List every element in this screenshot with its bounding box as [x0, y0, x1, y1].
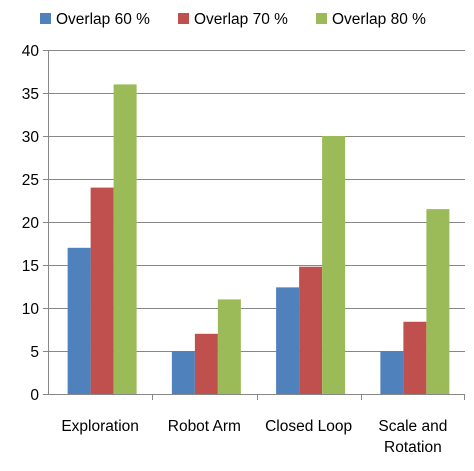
bar: [299, 266, 323, 394]
legend-label: Overlap 60 %: [56, 11, 150, 28]
axes: [48, 50, 465, 400]
bar: [113, 84, 137, 395]
legend-label: Overlap 70 %: [194, 11, 288, 28]
y-tick-label: 15: [22, 258, 39, 275]
x-tick-label: Robot Arm: [168, 418, 241, 435]
legend-swatch: [178, 13, 189, 24]
y-tick-label: 25: [22, 172, 39, 189]
legend: Overlap 60 % Overlap 70 % Overlap 80 %: [40, 11, 426, 28]
y-tick-label: 0: [30, 387, 39, 404]
x-tick-label: Scale and: [378, 418, 447, 435]
y-tick-label: 35: [22, 86, 39, 103]
x-tick-label: Rotation: [384, 439, 442, 456]
bar: [67, 247, 91, 394]
bar: [217, 299, 241, 394]
legend-swatch: [40, 13, 51, 24]
y-tick-label: 10: [22, 301, 40, 318]
bar: [322, 136, 346, 394]
bar: [380, 351, 404, 394]
y-tick-labels: 0 5 10 15 20 25 30 35 40: [22, 43, 40, 404]
y-tick-label: 30: [22, 129, 40, 146]
bar: [171, 351, 195, 394]
bars: [67, 84, 450, 395]
x-tick-label: Closed Loop: [265, 418, 352, 435]
bar: [276, 287, 300, 394]
y-tick-label: 5: [30, 344, 39, 361]
y-tick-label: 20: [22, 215, 40, 232]
bar: [426, 209, 450, 394]
y-tick-label: 40: [22, 43, 40, 60]
x-tick-label: Exploration: [61, 418, 139, 435]
bar: [403, 321, 427, 394]
legend-swatch: [316, 13, 327, 24]
bar: [194, 333, 218, 394]
legend-label: Overlap 80 %: [332, 11, 426, 28]
x-tick-labels: Exploration Robot Arm Closed Loop Scale and…: [61, 418, 447, 456]
bar: [90, 187, 114, 394]
